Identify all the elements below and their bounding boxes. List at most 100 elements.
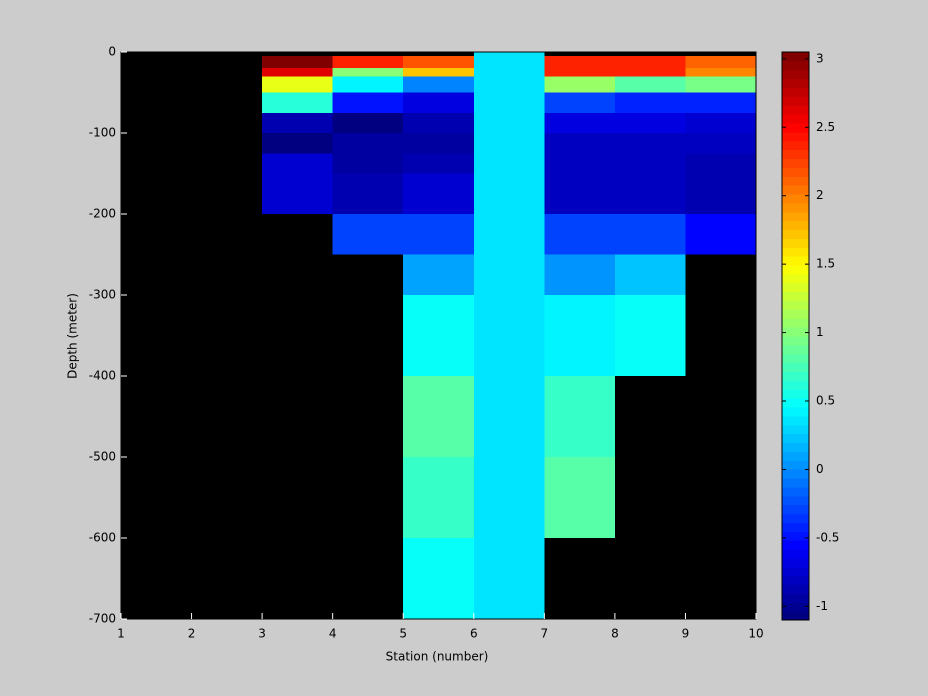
colorbar-tick-label: -1 [816, 599, 828, 613]
colorbar-step [782, 602, 809, 612]
x-tick-label: 4 [329, 627, 337, 641]
colorbar-step [782, 389, 809, 399]
colorbar-step [782, 513, 809, 523]
colorbar-tick-label: 2 [816, 188, 824, 202]
heatmap-cell [473, 173, 545, 214]
colorbar-step [782, 424, 809, 435]
colorbar-tick-label: 1 [816, 325, 824, 339]
colorbar-step [782, 194, 809, 204]
heatmap-cell [614, 76, 686, 93]
colorbar-step [782, 265, 809, 275]
heatmap-cell [544, 92, 615, 113]
heatmap-cell [544, 56, 615, 69]
colorbar-tick-label: -0.5 [816, 530, 839, 544]
heatmap-cell [544, 153, 615, 174]
y-tick-label: -400 [89, 369, 116, 383]
heatmap-cell [403, 538, 474, 619]
heatmap-cell [473, 254, 545, 295]
colorbar-step [782, 362, 809, 372]
heatmap-cell [614, 214, 686, 255]
colorbar-step [782, 96, 809, 106]
heatmap-cell [614, 56, 686, 69]
colorbar-step [782, 327, 809, 337]
heatmap-cell [614, 254, 686, 295]
colorbar-tick-label: 0 [816, 462, 824, 476]
heatmap-cell [614, 295, 686, 376]
heatmap-cell [544, 68, 615, 77]
colorbar-step [782, 149, 809, 159]
colorbar-step [782, 522, 809, 532]
heatmap-cell [332, 112, 404, 133]
heatmap-cell [685, 133, 756, 154]
heatmap-cell [473, 457, 545, 538]
colorbar-step [782, 344, 809, 355]
x-tick-label: 6 [470, 627, 478, 641]
x-tick-label: 9 [682, 627, 690, 641]
heatmap-cell [262, 153, 333, 174]
y-tick-label: -100 [89, 126, 116, 140]
heatmap-cell [544, 76, 615, 93]
colorbar-step [782, 158, 809, 168]
colorbar-step [782, 60, 809, 71]
heatmap-cell [332, 76, 404, 93]
heatmap-cell [544, 173, 615, 214]
heatmap-cell [403, 76, 474, 93]
colorbar-step [782, 123, 809, 133]
heatmap-cell [403, 254, 474, 295]
colorbar-step [782, 114, 809, 124]
heatmap-cell [685, 76, 756, 93]
x-tick-label: 10 [748, 627, 763, 641]
heatmap-cell [685, 153, 756, 174]
heatmap-cell [473, 133, 545, 154]
colorbar-step [782, 584, 809, 594]
colorbar-step [782, 318, 809, 328]
heatmap-cell [403, 295, 474, 376]
colorbar-step [782, 185, 809, 195]
colorbar-step [782, 504, 809, 514]
colorbar-step [782, 131, 809, 142]
colorbar-step [782, 549, 809, 559]
heatmap-cell [614, 112, 686, 133]
heatmap-cell [685, 56, 756, 69]
colorbar-step [782, 469, 809, 479]
heatmap-cell [614, 133, 686, 154]
plot-frame [120, 51, 757, 620]
colorbar-step [782, 593, 809, 603]
colorbar-tick-label: 1.5 [816, 257, 835, 271]
heatmap-cell [332, 214, 404, 255]
heatmap-cell [473, 538, 545, 619]
x-tick-label: 2 [188, 627, 196, 641]
colorbar-step [782, 282, 809, 293]
heatmap-cell [403, 112, 474, 133]
colorbar-step [782, 398, 809, 408]
heatmap-cell [403, 153, 474, 174]
heatmap-cell [403, 68, 474, 77]
x-tick-label: 3 [258, 627, 266, 641]
colorbar-step [782, 336, 809, 346]
y-tick-label: -700 [89, 612, 116, 626]
heatmap-cell [262, 173, 333, 214]
colorbar-step [782, 380, 809, 390]
colorbar-step [782, 300, 809, 310]
heatmap-cell [332, 92, 404, 113]
heatmap-cell [614, 153, 686, 174]
heatmap-cell [544, 214, 615, 255]
colorbar-step [782, 460, 809, 470]
heatmap-cell [473, 112, 545, 133]
colorbar-step [782, 495, 809, 506]
heatmap-cell [685, 92, 756, 113]
y-tick-label: -500 [89, 450, 116, 464]
colorbar-step [782, 229, 809, 239]
heatmap-cell [544, 112, 615, 133]
heatmap-cell [262, 112, 333, 133]
heatmap-cell [685, 68, 756, 77]
colorbar-tick-label: 2.5 [816, 120, 835, 134]
heatmap-cell [403, 56, 474, 69]
heatmap-cell [614, 68, 686, 77]
heatmap-cell [614, 173, 686, 214]
heatmap-cell [403, 173, 474, 214]
colorbar-tick-label: 0.5 [816, 394, 835, 408]
colorbar-step [782, 105, 809, 115]
colorbar-step [782, 566, 809, 577]
heatmap-cell [403, 457, 474, 538]
